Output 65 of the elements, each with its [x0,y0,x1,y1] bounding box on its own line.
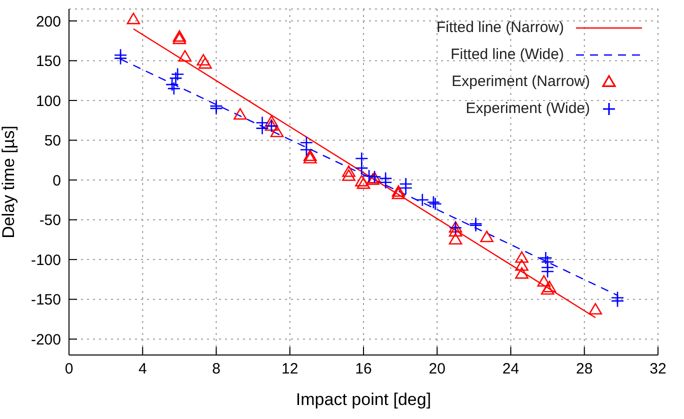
y-tick-label: -50 [39,212,61,230]
point [540,264,554,278]
y-tick-label: 200 [36,13,61,30]
point [355,174,368,186]
point [392,185,406,197]
x-tick-label: 20 [428,360,446,378]
point [392,188,406,200]
y-tick-label: 150 [36,53,61,70]
y-tick-label: 100 [36,92,61,110]
legend-label: Fitted line (Wide) [450,46,564,63]
x-tick-label: 16 [355,360,372,378]
point [399,181,412,195]
point [167,82,181,96]
point [196,54,210,66]
point [303,152,317,164]
point [210,102,223,116]
point [170,68,184,81]
point [416,193,430,207]
point [515,259,528,271]
point [378,176,392,190]
x-tick-label: 28 [576,360,593,378]
x-tick-label: 24 [502,360,520,378]
point [342,165,356,177]
point [234,108,247,120]
point [588,303,602,315]
point [169,72,182,85]
legend-label: Experiment (Wide) [466,100,590,117]
legend-label: Fitted line (Narrow) [436,19,564,36]
x-tick-label: 4 [138,360,147,378]
point [198,57,212,69]
y-tick-label: -150 [30,292,61,309]
y-tick-label: 50 [44,132,61,150]
point [448,225,462,237]
x-axis-title: Impact point [deg] [296,390,432,409]
point [264,115,278,127]
point [515,267,528,279]
y-tick-label: 0 [52,172,61,190]
point [300,143,314,156]
x-tick-label: 0 [64,360,74,378]
point [542,280,556,292]
y-tick-label: -200 [30,331,61,348]
point [172,32,186,44]
point [539,251,552,265]
point [165,78,179,92]
point [256,122,269,135]
point [172,30,186,42]
point [610,294,624,308]
point [114,52,128,65]
point [448,233,462,245]
legend-label: Experiment (Narrow) [452,73,590,90]
x-tick-label: 8 [212,360,220,378]
point [480,230,494,242]
point [342,169,356,181]
x-tick-label: 12 [282,360,298,378]
point [356,177,370,189]
point [126,12,140,24]
point [303,150,317,161]
point [515,251,528,263]
y-tick-label: -100 [30,252,61,269]
point [540,283,554,295]
x-tick-label: 32 [650,360,666,378]
y-axis-title: Delay time [µs] [0,126,18,238]
point [270,126,284,138]
point [178,50,192,62]
point [537,275,551,287]
